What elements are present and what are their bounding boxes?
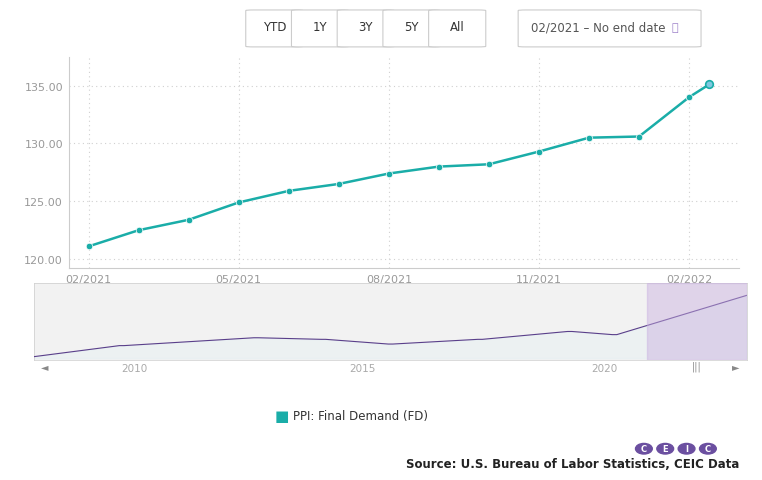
FancyBboxPatch shape [518, 11, 701, 48]
Text: 📅: 📅 [671, 23, 677, 33]
Point [133, 227, 145, 235]
Point [583, 134, 595, 142]
Text: E: E [662, 444, 668, 453]
FancyBboxPatch shape [337, 11, 395, 48]
FancyBboxPatch shape [383, 11, 440, 48]
Text: I: I [685, 444, 688, 453]
Text: All: All [450, 21, 465, 34]
Text: ►: ► [732, 361, 740, 371]
Point [183, 216, 195, 224]
Text: 3Y: 3Y [358, 21, 373, 34]
Text: |||: ||| [692, 361, 702, 371]
FancyBboxPatch shape [428, 11, 486, 48]
Text: 1Y: 1Y [312, 21, 328, 34]
Text: C: C [641, 444, 647, 453]
Point [333, 180, 345, 188]
Text: 02/2021 – No end date: 02/2021 – No end date [531, 21, 665, 34]
Point [633, 133, 645, 141]
Point [683, 94, 695, 102]
Point [82, 243, 94, 251]
Bar [647, 283, 747, 360]
Point [703, 82, 716, 89]
Text: PPI: Final Demand (FD): PPI: Final Demand (FD) [293, 408, 428, 422]
Point [232, 199, 245, 207]
Point [533, 148, 545, 156]
Text: C: C [705, 444, 711, 453]
Text: YTD: YTD [263, 21, 286, 34]
Text: ◄: ◄ [41, 361, 49, 371]
Point [433, 163, 445, 171]
FancyBboxPatch shape [245, 11, 303, 48]
FancyBboxPatch shape [291, 11, 348, 48]
Text: 5Y: 5Y [404, 21, 419, 34]
Text: Source: U.S. Bureau of Labor Statistics, CEIC Data: Source: U.S. Bureau of Labor Statistics,… [405, 457, 739, 470]
Point [283, 188, 295, 195]
Point [483, 161, 495, 169]
Point [383, 170, 395, 178]
Text: ■: ■ [275, 408, 289, 423]
